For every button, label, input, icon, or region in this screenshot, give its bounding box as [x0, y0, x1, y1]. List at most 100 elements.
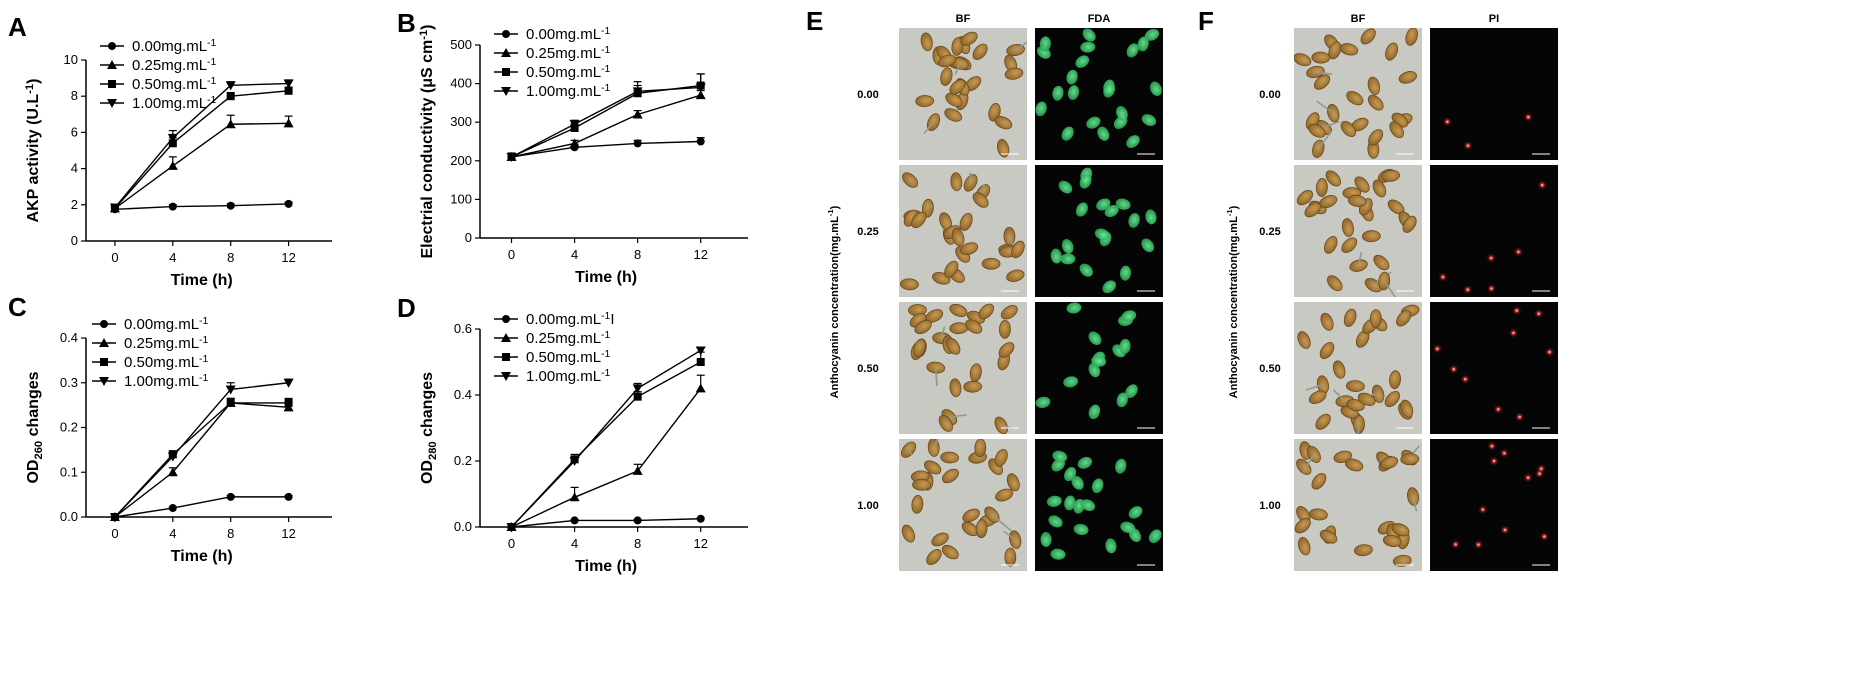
- panel-letter: D: [397, 293, 416, 323]
- y-axis-title: OD260 changes: [25, 371, 45, 483]
- data-point: [283, 118, 294, 128]
- chart-panel-c: C 0.0 0.1 0.2 0.3 0.4 0 4 8 12 Time (h) OD260 chang…: [8, 292, 332, 565]
- y-axis-title: AKP activity (U.L-1): [24, 79, 42, 223]
- fluorescent-spore: [1035, 396, 1051, 408]
- bf-image: [1294, 28, 1422, 160]
- x-tick-label: 8: [227, 250, 234, 265]
- data-point: [569, 492, 580, 502]
- spore: [1294, 53, 1312, 67]
- germ-tube: [982, 184, 985, 194]
- chart-panel-d: D 0.0 0.2 0.4 0.6 0 4 8 12 Time (h) OD280 changes 0…: [397, 293, 748, 575]
- x-tick-label: 8: [634, 247, 641, 262]
- fluorescent-spore: [1121, 310, 1137, 322]
- spore: [940, 67, 953, 86]
- legend-entry: 0.50mg.mL-1: [92, 353, 209, 371]
- legend-entry: 0.25mg.mL-1: [100, 56, 217, 74]
- spore: [1392, 554, 1412, 567]
- legend-marker: [99, 377, 109, 386]
- y-tick-label: 200: [450, 153, 472, 168]
- data-point: [632, 384, 643, 394]
- data-point: [633, 392, 642, 401]
- fluorescent-spore: [1128, 213, 1140, 228]
- legend-marker: [502, 315, 510, 323]
- fluorescent-spore: [1066, 69, 1078, 85]
- pi-stained-core: [1496, 407, 1500, 411]
- spore: [972, 192, 989, 208]
- germ-tube: [1302, 453, 1315, 473]
- spore: [946, 337, 961, 355]
- fluorescent-spore: [1150, 81, 1162, 96]
- spore: [931, 532, 949, 547]
- fluorescent-spore: [1103, 83, 1115, 98]
- spore: [975, 519, 988, 539]
- fluorescent-spore: [1082, 28, 1096, 42]
- x-tick-label: 4: [169, 526, 176, 541]
- legend-entry: 0.00mg.mL-1I: [494, 310, 615, 328]
- pi-stained-core: [1477, 543, 1480, 546]
- legend-entry: 1.00mg.mL-1: [92, 372, 209, 390]
- spore: [1324, 236, 1338, 254]
- data-point: [284, 199, 293, 208]
- micrograph-panel-e: E BF FDA Anthocyanin concentration(mg.mL-1)…: [806, 6, 1163, 571]
- y-tick-label: 0.4: [454, 387, 472, 402]
- fluorescent-spore: [1061, 239, 1074, 254]
- spore: [1313, 74, 1331, 90]
- x-tick-label: 12: [281, 526, 295, 541]
- fluorescent-spore: [1079, 174, 1092, 189]
- row-label: 0.50: [857, 363, 878, 375]
- series-line: [511, 140, 701, 158]
- series-line: [511, 349, 702, 528]
- x-tick-label: 4: [169, 250, 176, 265]
- spore: [900, 278, 919, 291]
- row-label: 0.00: [857, 89, 878, 101]
- spore: [1402, 215, 1417, 233]
- series-line: [114, 82, 289, 208]
- series-3: [109, 378, 294, 522]
- fluorescent-spore: [1058, 180, 1073, 194]
- spore: [1319, 529, 1338, 544]
- y-tick-label: 0.6: [454, 321, 472, 336]
- series-line: [114, 402, 289, 518]
- series-line: [511, 86, 701, 158]
- pi-stained-core: [1441, 275, 1445, 279]
- x-tick-label: 0: [508, 247, 515, 262]
- fluorescent-spore: [1097, 126, 1110, 141]
- fluorescence-background: [1430, 28, 1558, 160]
- bf-image: [899, 28, 1027, 160]
- fluorescent-spore: [1039, 36, 1051, 52]
- pi-stained-core: [1540, 183, 1544, 187]
- spore: [1385, 42, 1399, 61]
- spore: [1011, 240, 1025, 259]
- data-point: [226, 398, 235, 407]
- germ-tube: [934, 366, 938, 387]
- spore: [920, 32, 933, 52]
- spore: [1297, 331, 1311, 349]
- legend-entry: 1.00mg.mL-1: [100, 94, 217, 112]
- data-point: [167, 467, 178, 477]
- data-point: [225, 385, 236, 395]
- y-axis-title: OD280 changes: [419, 372, 439, 484]
- pi-stained-core: [1518, 415, 1521, 419]
- spore: [1346, 398, 1365, 412]
- y-tick-label: 0.0: [60, 509, 78, 524]
- spore: [944, 260, 959, 278]
- legend-label: 0.25mg.mL-1: [526, 329, 611, 347]
- series-3: [109, 79, 294, 213]
- series-line: [114, 382, 289, 518]
- legend-entry: 0.00mg.mL-1: [100, 37, 217, 55]
- spore: [1405, 28, 1418, 46]
- pi-stained-core: [1503, 528, 1507, 532]
- germ-tube: [1383, 280, 1397, 297]
- data-point: [284, 398, 293, 407]
- fluorescent-spore: [1064, 467, 1077, 482]
- data-point: [168, 504, 177, 513]
- pi-stained-core: [1466, 288, 1470, 291]
- legend-label: 0.50mg.mL-1: [526, 63, 611, 81]
- fluorescent-spore: [1067, 85, 1080, 101]
- data-point: [696, 514, 705, 523]
- series-1: [109, 114, 294, 213]
- y-tick-label: 0.4: [60, 330, 78, 345]
- chart-panel-a: A 0 2 4 6 8 10 0 4 8 12 Time (h) AKP activity (U.L-1…: [8, 12, 332, 289]
